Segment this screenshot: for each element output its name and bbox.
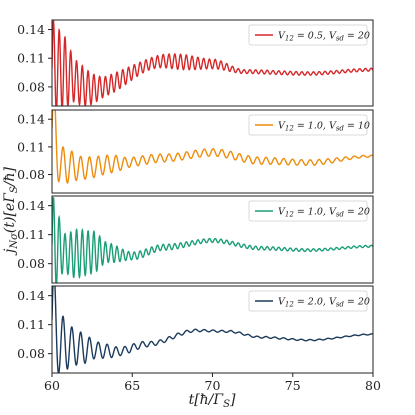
y-tick-label: 0.08 — [17, 79, 45, 94]
y-tick-label: 0.08 — [17, 256, 45, 271]
y-tick-label: 0.14 — [17, 198, 45, 213]
x-tick-label: 80 — [365, 378, 381, 393]
chart-panel-3: 0.08 0.11 0.14 V12 = 1.0, Vsd = 20 — [17, 195, 374, 284]
y-tick-label: 0.14 — [17, 288, 45, 303]
legend-3: V12 = 1.0, Vsd = 20 — [248, 200, 370, 222]
panel-frame-3 — [51, 195, 374, 284]
legend-4: V12 = 2.0, Vsd = 20 — [248, 290, 370, 312]
series-line-2 — [52, 110, 373, 184]
y-tick-label: 0.14 — [17, 112, 45, 127]
y-tick-label: 0.08 — [17, 346, 45, 361]
y-tick-label: 0.11 — [17, 227, 45, 242]
x-axis-label: t[ħ/ΓS] — [189, 392, 236, 410]
legend-1: V12 = 0.5, Vsd = 20 — [248, 24, 370, 46]
panel-frame-2 — [51, 109, 374, 194]
x-tick-label: 60 — [44, 378, 60, 393]
legend-box — [248, 24, 368, 46]
y-axis-label: jNσ(t)[eΓS/ħ] — [2, 166, 20, 256]
legend-label: V12 = 1.0, Vsd = 20 — [278, 207, 370, 219]
x-tick-label: 65 — [124, 378, 140, 393]
legend-box — [248, 200, 368, 222]
series-line-3 — [52, 197, 373, 283]
y-tick-label: 0.11 — [17, 51, 45, 66]
legend-label: V12 = 1.0, Vsd = 10 — [278, 121, 370, 133]
y-tick-label: 0.14 — [17, 22, 45, 37]
legend-2: V12 = 1.0, Vsd = 10 — [248, 114, 370, 136]
series-line-4 — [52, 286, 373, 373]
chart-panel-1: 0.08 0.11 0.14 V12 = 0.5, Vsd = 20 — [17, 19, 374, 107]
legend-label: V12 = 0.5, Vsd = 20 — [278, 31, 370, 43]
chart-panel-2: 0.08 0.11 0.14 V12 = 1.0, Vsd = 10 — [17, 109, 374, 194]
series-line-1 — [52, 20, 373, 106]
legend-box — [248, 114, 368, 136]
y-tick-label: 0.11 — [17, 139, 45, 154]
legend-box — [248, 290, 368, 312]
y-tick-label: 0.08 — [17, 167, 45, 182]
panel-frame-1 — [51, 19, 374, 107]
chart-panels: 0.080.110.14 V12 = 0.5, Vsd = 200.080.110… — [17, 19, 374, 374]
y-tick-label: 0.11 — [17, 317, 45, 332]
x-tick-label: 70 — [205, 378, 221, 393]
x-axis-ticks: 60 65 70 75 80 — [44, 373, 381, 393]
x-tick-label: 75 — [285, 378, 301, 393]
legend-label: V12 = 2.0, Vsd = 20 — [278, 297, 370, 309]
chart-panel-4: 0.08 0.11 0.14 V12 = 2.0, Vsd = 20 — [17, 285, 374, 374]
